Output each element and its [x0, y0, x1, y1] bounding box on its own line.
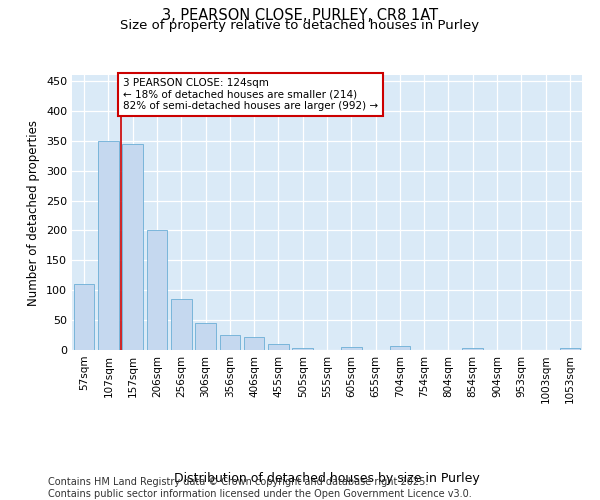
Bar: [560, 348, 580, 350]
Bar: [98, 141, 119, 350]
Bar: [220, 335, 240, 350]
Y-axis label: Number of detached properties: Number of detached properties: [28, 120, 40, 306]
Text: Size of property relative to detached houses in Purley: Size of property relative to detached ho…: [121, 18, 479, 32]
Bar: [292, 348, 313, 350]
Bar: [74, 284, 94, 350]
Bar: [146, 230, 167, 350]
Bar: [122, 144, 143, 350]
Text: 3 PEARSON CLOSE: 124sqm
← 18% of detached houses are smaller (214)
82% of semi-d: 3 PEARSON CLOSE: 124sqm ← 18% of detache…: [123, 78, 378, 111]
Text: Distribution of detached houses by size in Purley: Distribution of detached houses by size …: [174, 472, 480, 485]
Bar: [463, 348, 483, 350]
Text: Contains HM Land Registry data © Crown copyright and database right 2025.
Contai: Contains HM Land Registry data © Crown c…: [48, 478, 472, 499]
Bar: [171, 299, 191, 350]
Text: 3, PEARSON CLOSE, PURLEY, CR8 1AT: 3, PEARSON CLOSE, PURLEY, CR8 1AT: [162, 8, 438, 22]
Bar: [389, 346, 410, 350]
Bar: [341, 347, 362, 350]
Bar: [244, 337, 265, 350]
Bar: [195, 322, 216, 350]
Bar: [268, 344, 289, 350]
